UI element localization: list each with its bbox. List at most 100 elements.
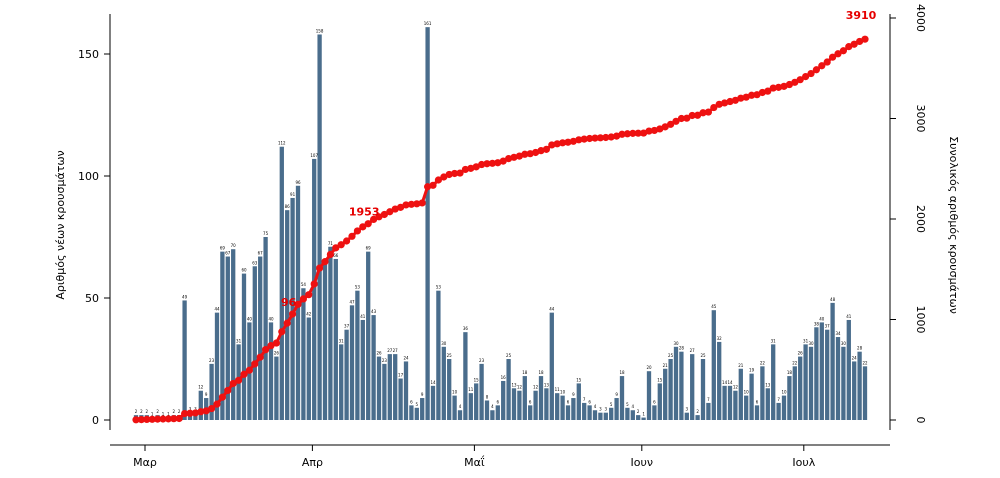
bar bbox=[657, 383, 662, 420]
cumulative-point bbox=[542, 145, 551, 153]
bar-value-label: 40 bbox=[268, 316, 274, 321]
right-tick-label: 1000 bbox=[914, 306, 927, 334]
cumulative-point bbox=[353, 227, 361, 235]
left-tick-label: 100 bbox=[78, 170, 99, 183]
left-tick-label: 50 bbox=[85, 292, 99, 305]
bar bbox=[522, 376, 527, 420]
bar-value-label: 4 bbox=[632, 404, 635, 409]
bar bbox=[457, 410, 463, 420]
bar bbox=[306, 317, 311, 420]
bar-value-label: 1 bbox=[167, 412, 170, 417]
bar-value-label: 7 bbox=[583, 397, 586, 402]
cumulative-point bbox=[348, 232, 356, 240]
cumulative-point bbox=[710, 103, 718, 112]
cumulative-point bbox=[413, 200, 421, 208]
bar-value-label: 26 bbox=[376, 351, 382, 356]
cumulative-point bbox=[213, 400, 221, 408]
cumulative-point bbox=[856, 37, 864, 46]
cumulative-point bbox=[224, 386, 232, 395]
bar-value-label: 2 bbox=[135, 409, 138, 414]
bar-value-label: 2 bbox=[146, 409, 149, 414]
bar-value-label: 19 bbox=[749, 368, 755, 373]
bar-value-label: 8 bbox=[486, 394, 489, 399]
bar bbox=[673, 346, 679, 420]
cumulative-point bbox=[526, 150, 534, 158]
bar-value-label: 91 bbox=[290, 192, 296, 197]
bar bbox=[754, 405, 760, 420]
bar-value-label: 43 bbox=[371, 309, 377, 314]
bar bbox=[771, 344, 776, 420]
cumulative-point bbox=[510, 153, 518, 161]
cumulative-point bbox=[672, 117, 680, 125]
bar bbox=[706, 402, 711, 420]
bar-value-label: 1 bbox=[151, 412, 154, 417]
bar bbox=[814, 327, 819, 420]
bar-value-label: 10 bbox=[781, 390, 787, 395]
bar-value-label: 4 bbox=[491, 404, 494, 409]
bar-value-label: 23 bbox=[382, 358, 388, 363]
bar-value-label: 5 bbox=[610, 402, 613, 407]
cumulative-point bbox=[418, 199, 426, 207]
cumulative-point bbox=[229, 379, 237, 388]
bar bbox=[317, 34, 322, 420]
bar bbox=[695, 415, 700, 420]
cumulative-point bbox=[440, 173, 448, 181]
bar-value-label: 11 bbox=[555, 387, 561, 392]
cumulative-point bbox=[737, 94, 745, 102]
bar-value-label: 41 bbox=[846, 314, 852, 319]
bar-value-label: 17 bbox=[398, 373, 404, 378]
bar bbox=[619, 376, 625, 420]
bar bbox=[209, 363, 214, 420]
bar-value-label: 9 bbox=[205, 392, 208, 397]
bar bbox=[587, 405, 592, 420]
bar bbox=[592, 410, 598, 420]
cumulative-point bbox=[434, 176, 442, 184]
bar bbox=[668, 359, 673, 420]
bar-value-label: 1 bbox=[642, 412, 645, 417]
bar bbox=[582, 402, 587, 420]
bar-value-label: 25 bbox=[506, 353, 512, 358]
bar bbox=[463, 332, 468, 420]
bar-value-label: 4 bbox=[594, 404, 597, 409]
cumulative-point bbox=[321, 258, 329, 266]
bar-value-label: 24 bbox=[403, 355, 409, 360]
bar-value-label: 38 bbox=[814, 321, 820, 326]
bar-value-label: 22 bbox=[862, 360, 868, 365]
cumulative-point bbox=[575, 136, 583, 144]
bar bbox=[749, 373, 754, 420]
bar-value-label: 44 bbox=[214, 307, 220, 312]
bar-value-label: 9 bbox=[572, 392, 575, 397]
bar-value-label: 11 bbox=[468, 387, 474, 392]
bar bbox=[501, 380, 506, 420]
bar bbox=[182, 300, 187, 420]
bar-value-label: 86 bbox=[285, 204, 291, 209]
cumulative-point bbox=[602, 133, 610, 142]
bar-value-label: 2 bbox=[696, 409, 699, 414]
bar bbox=[830, 302, 835, 420]
bar bbox=[452, 395, 457, 420]
bar bbox=[825, 329, 830, 420]
bar-value-label: 30 bbox=[441, 341, 447, 346]
cumulative-point bbox=[802, 72, 810, 81]
bar-value-label: 67 bbox=[225, 251, 231, 256]
cumulative-point bbox=[294, 300, 302, 308]
cumulative-point bbox=[834, 50, 842, 58]
bar bbox=[717, 341, 722, 420]
bar-value-label: 3 bbox=[599, 407, 602, 412]
cumulative-point bbox=[262, 346, 270, 354]
bar-value-label: 14 bbox=[430, 380, 436, 385]
cumulative-point bbox=[661, 123, 669, 131]
cumulative-point bbox=[683, 114, 691, 122]
bar bbox=[301, 288, 306, 420]
bar-value-label: 53 bbox=[355, 285, 361, 290]
cumulative-point bbox=[332, 244, 340, 252]
bars-layer bbox=[133, 27, 868, 421]
bar bbox=[803, 344, 808, 420]
cumulative-point bbox=[850, 40, 858, 48]
cumulative-point bbox=[537, 147, 545, 155]
bar bbox=[614, 398, 619, 420]
bar bbox=[268, 322, 274, 420]
bar bbox=[382, 363, 387, 420]
bar bbox=[781, 395, 787, 420]
